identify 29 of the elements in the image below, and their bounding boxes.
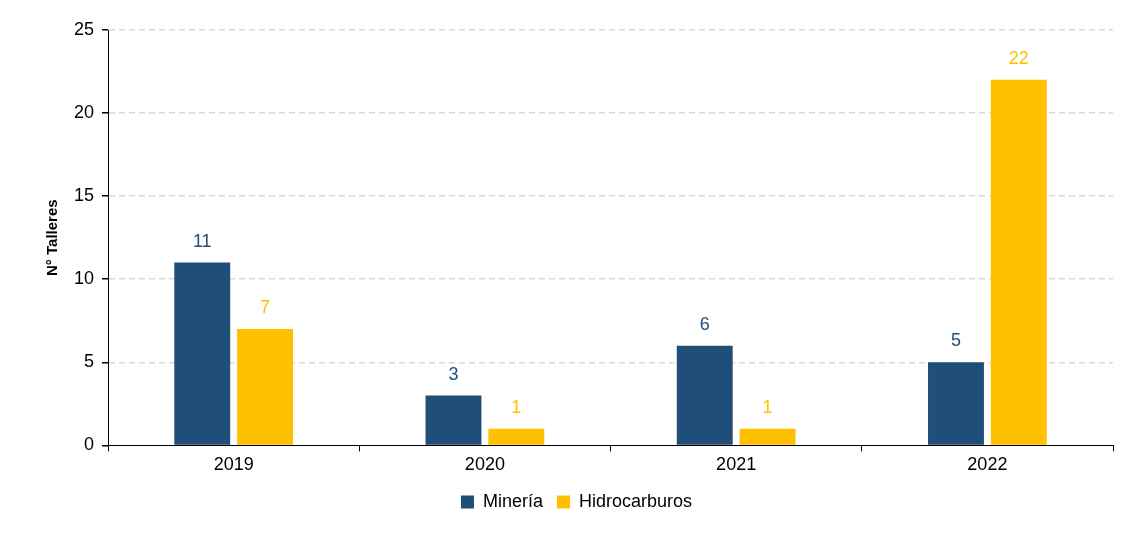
data-label: 11 [192, 230, 212, 251]
y-tick-label: 25 [73, 18, 95, 39]
bar [928, 362, 984, 445]
data-label: 1 [511, 396, 522, 417]
data-label: 5 [950, 330, 961, 351]
y-tick-label: 10 [73, 268, 95, 289]
y-tick-label: 5 [84, 351, 95, 372]
data-label: 6 [699, 313, 710, 334]
data-label: 3 [448, 363, 459, 384]
bar [237, 329, 293, 445]
y-tick-label: 20 [73, 102, 95, 123]
legend-label: Hidrocarburos [578, 490, 693, 511]
bar [174, 262, 231, 445]
legend-label: Minería [482, 490, 544, 511]
x-tick-label: 2022 [967, 454, 1008, 475]
x-tick-label: 2019 [213, 454, 254, 475]
bar [739, 428, 796, 445]
bar [425, 395, 482, 445]
x-tick-label: 2020 [464, 454, 505, 475]
y-axis-title: N° Talleres [43, 199, 61, 276]
data-label: 1 [762, 396, 773, 417]
bar [676, 345, 733, 445]
bar [990, 79, 1047, 445]
y-tick-label: 0 [84, 434, 95, 455]
bar [488, 428, 545, 445]
data-label: 7 [260, 297, 271, 318]
data-label: 22 [1008, 47, 1029, 68]
y-tick-label: 15 [73, 185, 95, 206]
x-tick-label: 2021 [716, 454, 757, 475]
